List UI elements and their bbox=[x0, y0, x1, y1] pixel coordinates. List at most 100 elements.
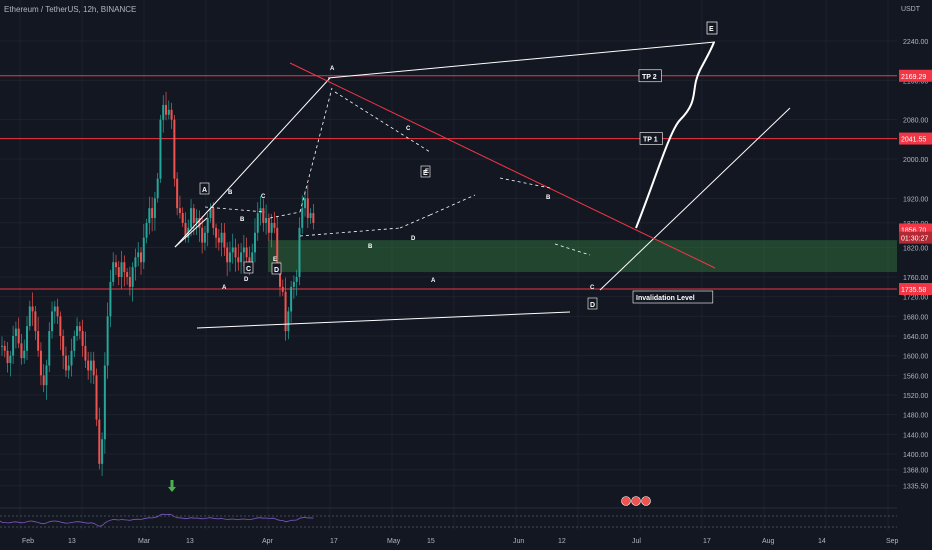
buy-arrow-icon bbox=[168, 480, 176, 492]
wave-dashed-line bbox=[204, 206, 266, 213]
wave-dashed-line bbox=[299, 87, 333, 213]
candle-body bbox=[28, 306, 31, 327]
rsi-line bbox=[0, 513, 314, 527]
candle-body bbox=[284, 291, 287, 332]
price-tag bbox=[899, 69, 932, 82]
candle-body bbox=[226, 247, 229, 263]
candle-body bbox=[53, 306, 56, 312]
candle-body bbox=[159, 119, 162, 179]
x-tick-label: 17 bbox=[703, 538, 711, 545]
candle-body bbox=[92, 360, 95, 376]
y-tick-label: 1480.00 bbox=[903, 413, 928, 420]
wave-label: A bbox=[222, 285, 227, 291]
x-axis-panel bbox=[0, 531, 932, 550]
x-tick-label: Jun bbox=[513, 538, 524, 545]
candle-body bbox=[192, 208, 195, 223]
price-tag bbox=[899, 132, 932, 145]
wave-label: C bbox=[590, 285, 595, 291]
y-tick-label: 1640.00 bbox=[903, 334, 928, 341]
event-flag-icon bbox=[621, 496, 631, 506]
trend-line bbox=[196, 311, 571, 329]
price-tag-label: 1856.70 bbox=[901, 227, 926, 234]
candle-body bbox=[165, 104, 168, 115]
candle-body bbox=[167, 109, 170, 115]
candle-body bbox=[281, 286, 284, 292]
level-name: TP 1 bbox=[643, 137, 658, 144]
candle-body bbox=[59, 316, 62, 336]
candle-body bbox=[23, 350, 26, 359]
candle-body bbox=[67, 365, 70, 371]
candle-body bbox=[114, 262, 117, 268]
candle-body bbox=[256, 213, 259, 233]
wave-label: D bbox=[244, 277, 249, 283]
candle-body bbox=[56, 306, 59, 317]
candle-body bbox=[120, 262, 123, 277]
price-tag-label: 1735.58 bbox=[901, 287, 926, 294]
y-tick-label: 1760.00 bbox=[903, 275, 928, 282]
candle-body bbox=[34, 311, 37, 332]
x-tick-label: Jul bbox=[632, 538, 641, 545]
candle-body bbox=[84, 345, 87, 361]
candle-body bbox=[17, 328, 20, 344]
wave-dashed-line bbox=[269, 211, 301, 219]
candle-body bbox=[26, 326, 29, 351]
candle-body bbox=[279, 267, 281, 287]
y-tick-label: 1720.00 bbox=[903, 295, 928, 302]
candle-body bbox=[228, 252, 231, 263]
event-flag-icon bbox=[641, 496, 651, 506]
x-tick-label: May bbox=[387, 538, 401, 545]
candle-body bbox=[298, 227, 301, 277]
wave-dashed-line bbox=[499, 177, 551, 189]
level-name: TP 2 bbox=[642, 74, 657, 81]
wave-dashed-line bbox=[554, 243, 591, 256]
candle-body bbox=[273, 222, 276, 228]
candle-body bbox=[190, 208, 193, 228]
candle-body bbox=[48, 331, 51, 366]
candle-body bbox=[142, 237, 145, 263]
candle-body bbox=[212, 208, 215, 228]
candle-body bbox=[162, 104, 165, 120]
y-tick-label: 1680.00 bbox=[903, 314, 928, 321]
candle-body bbox=[70, 350, 73, 366]
x-tick-label: 13 bbox=[68, 538, 76, 545]
price-tag-label: 2169.29 bbox=[901, 74, 926, 81]
candle-body bbox=[306, 198, 309, 218]
candle-body bbox=[253, 232, 256, 253]
candle-body bbox=[12, 336, 15, 356]
candle-body bbox=[9, 355, 12, 364]
candle-body bbox=[265, 218, 268, 223]
level-name: Invalidation Level bbox=[636, 295, 695, 302]
y-tick-label: 1600.00 bbox=[903, 354, 928, 361]
candle-body bbox=[242, 247, 245, 253]
price-tag bbox=[899, 231, 932, 244]
candle-body bbox=[195, 218, 198, 223]
y-tick-label: 1335.50 bbox=[903, 484, 928, 491]
x-tick-label: Feb bbox=[22, 538, 34, 545]
y-tick-label: 1920.00 bbox=[903, 196, 928, 203]
x-tick-label: 12 bbox=[558, 538, 566, 545]
candle-body bbox=[292, 281, 295, 287]
candle-body bbox=[156, 178, 159, 199]
candle-body bbox=[153, 198, 156, 218]
trend-line bbox=[599, 107, 791, 291]
wave-label: B bbox=[546, 195, 551, 201]
wave-label: A bbox=[202, 187, 207, 194]
wave-dashed-line bbox=[429, 194, 476, 216]
candle-body bbox=[137, 252, 140, 258]
wave-label: E bbox=[273, 257, 277, 263]
candle-body bbox=[89, 360, 92, 371]
y-tick-label: 1560.00 bbox=[903, 373, 928, 380]
candle-body bbox=[145, 222, 148, 238]
y-tick-label: 1520.00 bbox=[903, 393, 928, 400]
candle-body bbox=[87, 360, 90, 371]
candle-body bbox=[112, 262, 115, 282]
candle-body bbox=[178, 208, 181, 214]
candle-body bbox=[37, 331, 40, 351]
candle-body bbox=[62, 336, 65, 356]
candle-body bbox=[170, 109, 173, 120]
wave-label: C bbox=[246, 266, 251, 273]
wave-label: D bbox=[274, 267, 279, 274]
candle-body bbox=[309, 213, 312, 218]
x-tick-label: 14 bbox=[818, 538, 826, 545]
